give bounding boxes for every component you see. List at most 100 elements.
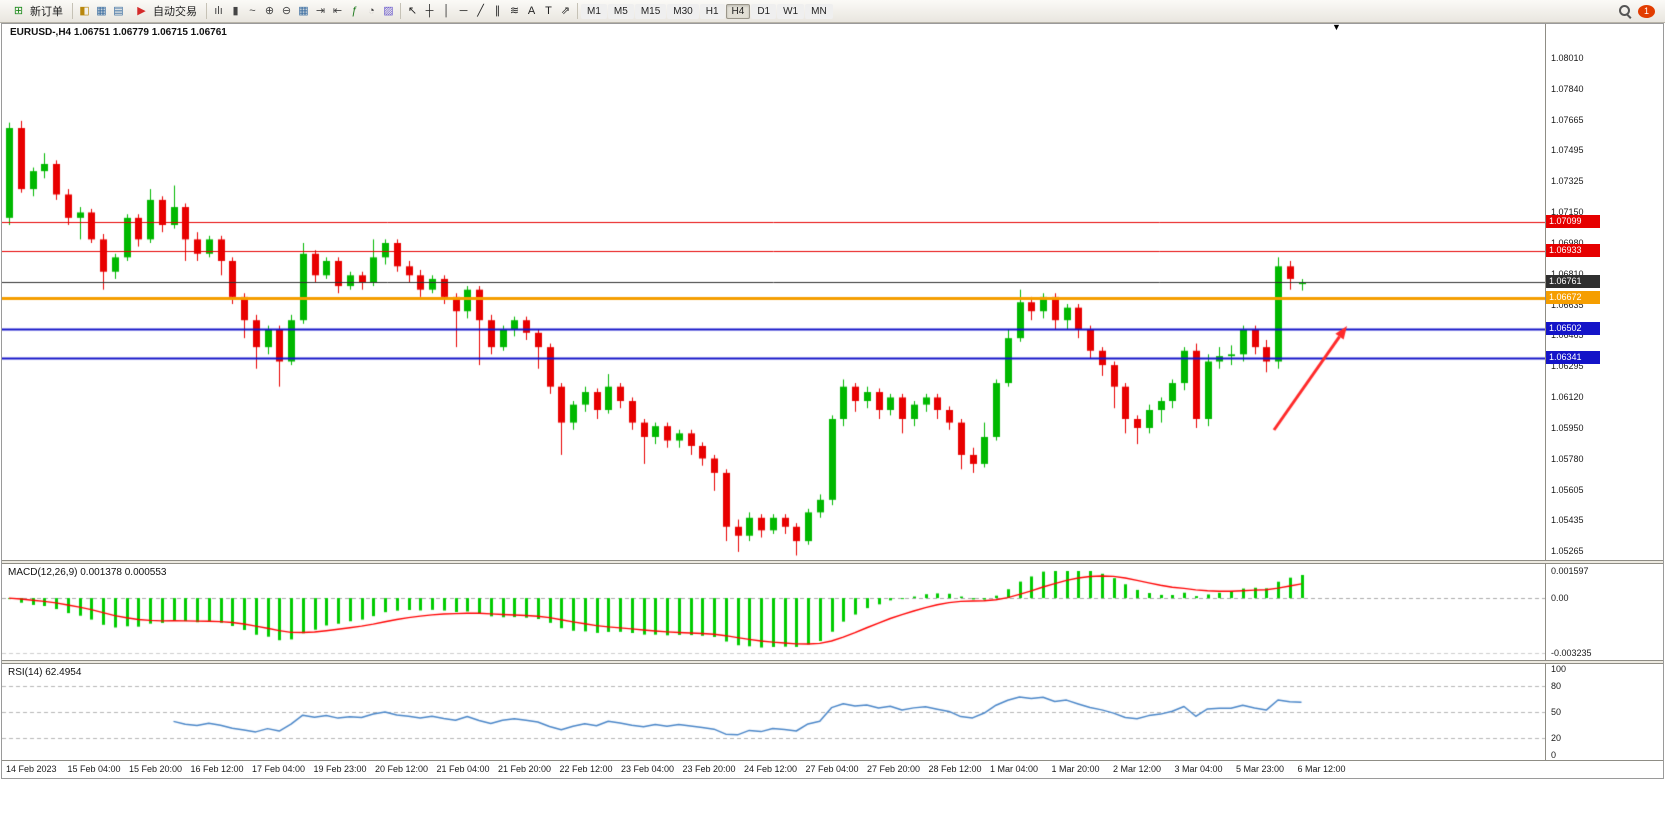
text-icon[interactable]: A bbox=[527, 5, 536, 17]
time-axis-label: 21 Feb 20:00 bbox=[498, 764, 552, 774]
timeframe-h1-button[interactable]: H1 bbox=[699, 3, 725, 19]
rsi-tick-label: 100 bbox=[1551, 664, 1567, 674]
timeframe-d1-button[interactable]: D1 bbox=[751, 3, 777, 19]
timeframe-m30-button[interactable]: M30 bbox=[667, 3, 699, 19]
timeframe-m5-button[interactable]: M5 bbox=[607, 3, 634, 19]
timeframe-w1-button[interactable]: W1 bbox=[777, 3, 805, 19]
crosshair-icon[interactable]: ┼ bbox=[425, 5, 434, 17]
price-tick-label: 1.06465 bbox=[1551, 330, 1584, 341]
templates-icon[interactable]: ▨ bbox=[383, 5, 394, 17]
price-tick-label: 1.07150 bbox=[1551, 207, 1584, 218]
price-tick-label: 1.05265 bbox=[1551, 546, 1584, 556]
main-toolbar: ⊞ 新订单 ◧ ▦ ▤ ▶ 自动交易 ılı ▮ ~ ⊕ ⊖ ▦ ⇥ ⇤ ƒ ◔ ▨ ↖ ┼ │ ─ ╱ ∥ ≋ A T… bbox=[0, 0, 1665, 23]
chart-title: EURUSD-,H4 1.06751 1.06779 1.06715 1.067… bbox=[10, 27, 227, 38]
timeframe-m15-button[interactable]: M15 bbox=[634, 3, 667, 19]
time-axis-label: 1 Mar 04:00 bbox=[990, 764, 1039, 774]
price-tick-label: 1.06810 bbox=[1551, 268, 1584, 279]
equidistant-channel-icon[interactable]: ∥ bbox=[494, 5, 501, 17]
macd-axis: 0.001597 0.00 -0.003235 bbox=[1545, 564, 1663, 660]
price-level-chip: 1.06341 bbox=[1546, 350, 1600, 364]
price-level-chip: 1.06502 bbox=[1546, 321, 1600, 335]
macd-panel: MACD(12,26,9) 0.001378 0.000553 0.001597… bbox=[2, 564, 1663, 660]
rsi-axis: 100 80 50 20 0 bbox=[1545, 664, 1663, 760]
vertical-line-icon[interactable]: │ bbox=[443, 5, 450, 17]
time-axis-label: 14 Feb 2023 bbox=[6, 764, 57, 774]
notification-badge[interactable]: 1 bbox=[1638, 4, 1655, 18]
line-chart-icon[interactable]: ~ bbox=[249, 5, 256, 17]
price-tick-label: 1.05950 bbox=[1551, 422, 1584, 433]
price-chart-canvas[interactable] bbox=[2, 24, 1545, 560]
terminal-icon[interactable]: ▤ bbox=[113, 5, 124, 17]
auto-trading-icon: ▶ bbox=[137, 5, 146, 17]
price-level-chip: 1.06933 bbox=[1546, 244, 1600, 258]
tile-windows-icon[interactable]: ▦ bbox=[298, 5, 309, 17]
macd-tick-label: 0.001597 bbox=[1551, 566, 1589, 576]
rsi-panel: RSI(14) 62.4954 100 80 50 20 0 bbox=[2, 664, 1663, 760]
horizontal-line-icon[interactable]: ─ bbox=[459, 5, 468, 17]
rsi-tick-label: 0 bbox=[1551, 750, 1557, 760]
price-tick-label: 1.05435 bbox=[1551, 515, 1584, 526]
cursor-icon[interactable]: ↖ bbox=[407, 5, 418, 17]
time-axis-label: 15 Feb 04:00 bbox=[67, 764, 121, 774]
chart-window: EURUSD-,H4 1.06751 1.06779 1.06715 1.067… bbox=[1, 22, 1664, 779]
time-axis-label: 17 Feb 04:00 bbox=[252, 764, 306, 774]
current-price-chip: 1.06761 bbox=[1546, 275, 1600, 289]
price-tick-label: 1.08010 bbox=[1551, 53, 1584, 63]
time-axis-label: 24 Feb 12:00 bbox=[744, 764, 798, 774]
chart-shift-icon[interactable]: ⇤ bbox=[332, 5, 343, 17]
timeframe-mn-button[interactable]: MN bbox=[805, 3, 833, 19]
rsi-tick-label: 80 bbox=[1551, 681, 1562, 692]
time-axis-label: 22 Feb 12:00 bbox=[559, 764, 613, 774]
chart-shift-marker[interactable]: ▼ bbox=[1332, 22, 1341, 32]
price-level-chip: 1.07099 bbox=[1546, 214, 1600, 228]
time-axis-label: 23 Feb 20:00 bbox=[682, 764, 736, 774]
time-axis-label: 6 Mar 12:00 bbox=[1297, 764, 1346, 774]
timeframe-m1-button[interactable]: M1 bbox=[581, 3, 607, 19]
text-label-icon[interactable]: T bbox=[545, 5, 552, 17]
rsi-label: RSI(14) 62.4954 bbox=[8, 667, 82, 678]
macd-canvas[interactable] bbox=[2, 564, 1545, 660]
price-tick-label: 1.05780 bbox=[1551, 453, 1584, 464]
time-axis-label: 5 Mar 23:00 bbox=[1236, 764, 1285, 774]
auto-trading-button[interactable]: ▶ 自动交易 bbox=[127, 3, 203, 20]
new-order-label: 新订单 bbox=[30, 6, 63, 18]
macd-label: MACD(12,26,9) 0.001378 0.000553 bbox=[8, 567, 167, 578]
market-watch-icon[interactable]: ▦ bbox=[96, 5, 107, 17]
search-icon[interactable] bbox=[1618, 4, 1632, 18]
macd-tick-label: 0.00 bbox=[1551, 593, 1569, 604]
candlestick-chart-icon[interactable]: ▮ bbox=[232, 5, 239, 17]
price-tick-label: 1.06980 bbox=[1551, 237, 1584, 248]
time-axis[interactable]: 14 Feb 2023 15 Feb 04:00 15 Feb 20:00 16 Fe… bbox=[2, 760, 1663, 778]
time-axis-label: 3 Mar 04:00 bbox=[1174, 764, 1223, 774]
time-axis-label: 16 Feb 12:00 bbox=[190, 764, 244, 774]
periods-icon[interactable]: ◔ bbox=[368, 5, 375, 17]
bar-chart-icon[interactable]: ılı bbox=[214, 5, 223, 17]
macd-tick-label: -0.003235 bbox=[1551, 648, 1592, 658]
time-axis-label: 27 Feb 20:00 bbox=[867, 764, 921, 774]
timeframe-h4-button[interactable]: H4 bbox=[725, 3, 751, 19]
zoom-out-icon[interactable]: ⊖ bbox=[281, 5, 292, 17]
rsi-canvas[interactable] bbox=[2, 664, 1545, 760]
price-tick-label: 1.06120 bbox=[1551, 392, 1584, 403]
new-order-button[interactable]: ⊞ 新订单 bbox=[4, 3, 69, 20]
rsi-tick-label: 20 bbox=[1551, 732, 1562, 743]
time-axis-label: 1 Mar 20:00 bbox=[1051, 764, 1100, 774]
toolbar-separator bbox=[72, 3, 73, 19]
price-tick-label: 1.07495 bbox=[1551, 145, 1584, 156]
price-tick-label: 1.05605 bbox=[1551, 484, 1584, 495]
panel-splitter[interactable] bbox=[2, 560, 1663, 564]
panel-splitter[interactable] bbox=[2, 660, 1663, 664]
indicators-icon[interactable]: ƒ bbox=[351, 5, 358, 17]
price-chart-panel: EURUSD-,H4 1.06751 1.06779 1.06715 1.067… bbox=[2, 22, 1663, 560]
fibonacci-icon[interactable]: ≋ bbox=[509, 5, 520, 17]
new-order-icon: ⊞ bbox=[13, 5, 24, 17]
auto-scroll-icon[interactable]: ⇥ bbox=[315, 5, 326, 17]
trendline-icon[interactable]: ╱ bbox=[477, 5, 484, 17]
arrows-icon[interactable]: ⇗ bbox=[560, 5, 571, 17]
zoom-in-icon[interactable]: ⊕ bbox=[264, 5, 275, 17]
alerts-icon[interactable]: ◧ bbox=[79, 5, 90, 17]
time-axis-label: 20 Feb 12:00 bbox=[375, 764, 429, 774]
price-tick-label: 1.06295 bbox=[1551, 361, 1584, 371]
time-axis-label: 21 Feb 04:00 bbox=[436, 764, 490, 774]
time-axis-label: 2 Mar 12:00 bbox=[1113, 764, 1162, 774]
